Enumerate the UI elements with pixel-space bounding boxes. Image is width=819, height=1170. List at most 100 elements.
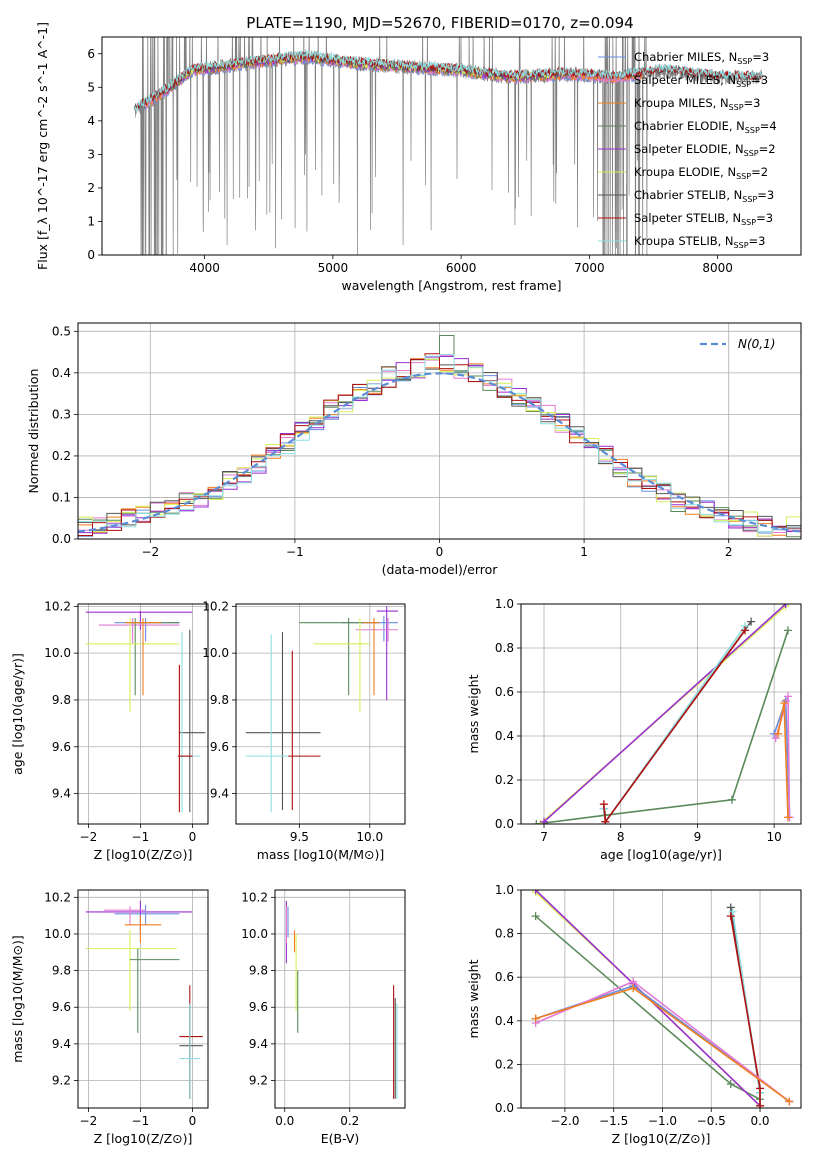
y-tick-label: 0.8 [495, 927, 514, 941]
x-tick-label: 8 [617, 830, 625, 844]
y-tick-label: 0.2 [52, 449, 71, 463]
y-tick-label: 9.8 [52, 693, 71, 707]
legend-entry-tail: =2 [751, 165, 768, 179]
y-tick-label: 9.4 [52, 1037, 71, 1051]
weight-point-marker [771, 734, 780, 743]
weight-point-marker [599, 800, 608, 809]
weight-vs-age-ylabel: mass weight [466, 674, 481, 753]
age-vs-Z-ylabel: age [log10(age/yr)] [10, 653, 25, 775]
legend-entry-tail: =4 [760, 119, 777, 133]
legend-entry-sub: SSP [742, 195, 757, 204]
weight-point-marker [532, 820, 541, 824]
spectrum-model-line [133, 50, 763, 110]
residuals-ylabel: Normed distribution [26, 369, 41, 494]
x-tick-label: 8000 [702, 261, 733, 275]
spectrum-plot-area [133, 37, 763, 255]
weight-vs-age-frame [520, 603, 802, 825]
y-tick-label: 9.2 [52, 1074, 71, 1088]
y-tick-label: 9.6 [249, 1000, 268, 1014]
legend-entry-tail: =3 [756, 211, 773, 225]
mass-vs-Z-plot-area [85, 900, 203, 1099]
x-tick-label: −2 [80, 1114, 98, 1128]
weight-point-marker [726, 1080, 735, 1089]
x-tick-label: −1 [286, 545, 304, 559]
spectrum-model-line [133, 49, 763, 113]
weight-point-marker [540, 817, 549, 824]
legend-entry-sub: SSP [744, 149, 759, 158]
weight-point-marker [601, 817, 610, 824]
legend-entry-sub: SSP [736, 172, 751, 181]
y-tick-label: 10.2 [44, 890, 71, 904]
weight-point-marker [780, 699, 789, 707]
x-tick-label: 0.0 [750, 1114, 769, 1128]
y-tick-label: 9.6 [210, 740, 229, 754]
spectrum-xlabel: wavelength [Angstrom, rest frame] [341, 278, 561, 293]
mass-vs-ebv-plot-area [285, 900, 398, 1099]
weight-vs-age-xlabel: age [log10(age/yr)] [600, 847, 722, 862]
legend-entry: Kroupa ELODIE, NSSP=2 [634, 165, 768, 181]
x-tick-label: 5000 [318, 261, 349, 275]
weight-point-marker [773, 729, 782, 738]
legend-entry: Salpeter STELIB, NSSP=3 [634, 211, 773, 227]
weight-point-marker [726, 903, 735, 912]
y-tick-label: 0.3 [52, 407, 71, 421]
y-tick-label: 4 [87, 114, 95, 128]
weight-series-line [536, 630, 789, 824]
x-tick-label: −1.0 [648, 1114, 677, 1128]
weight-point-marker [726, 912, 735, 921]
legend-entry-tail: =3 [757, 188, 774, 202]
weight-point-marker [728, 907, 737, 916]
residual-histogram-step [78, 353, 801, 536]
mass-vs-Z-ylabel: mass [log10(M/M⊙)] [10, 935, 25, 1063]
x-tick-label: −1 [132, 830, 150, 844]
weight-point-marker [531, 1014, 540, 1023]
legend-entry-label: Salpeter MILES, N [634, 73, 736, 87]
legend-entry-label: Kroupa STELIB, N [634, 234, 734, 248]
spectrum-panel: 4000 5000 6000 7000 8000 0 1 2 3 4 5 6 wavelength [A… [35, 22, 802, 293]
y-tick-label: 6 [87, 47, 95, 61]
age-vs-mass-frame [235, 603, 406, 825]
y-tick-label: 0.6 [495, 970, 514, 984]
y-tick-label: 0 [87, 248, 95, 262]
x-tick-label: 0 [189, 830, 197, 844]
weight-vs-Z-frame [520, 889, 802, 1109]
legend-entry-tail: =3 [752, 50, 769, 64]
weight-point-marker [531, 890, 540, 894]
x-tick-label: 2 [725, 545, 733, 559]
age-vs-mass-plot-area [245, 606, 398, 813]
weight-point-marker [783, 692, 792, 701]
y-tick-label: 0.4 [495, 729, 514, 743]
legend-entry: Chabrier ELODIE, NSSP=4 [634, 119, 777, 135]
residuals-xlabel: (data-model)/error [382, 562, 499, 577]
y-tick-label: 5 [87, 80, 95, 94]
weight-point-marker [629, 984, 638, 993]
y-tick-label: 0.2 [495, 773, 514, 787]
mass-vs-Z-frame [77, 889, 209, 1109]
y-tick-label: 0.4 [52, 366, 71, 380]
weight-point-marker [785, 1097, 794, 1106]
weight-vs-Z-panel: −2.0 −1.5 −1.0 −0.5 0.0 0.0 0.2 0.4 0.6 0.8 1.0 Z [… [466, 883, 802, 1146]
y-tick-label: 10.2 [241, 890, 268, 904]
residuals-panel: −2 −1 0 1 2 0.0 0.1 0.2 0.3 0.4 0.5 (data-model)/er… [26, 322, 802, 577]
legend-entry-label: Salpeter ELODIE, N [634, 142, 744, 156]
legend-entry: Chabrier MILES, NSSP=3 [634, 50, 769, 66]
weight-series-line [543, 604, 787, 823]
y-tick-label: 10.2 [44, 599, 71, 613]
mass-vs-ebv-panel: 0.0 0.2 9.2 9.4 9.6 9.8 10.0 10.2 E(B-V) [241, 889, 406, 1146]
y-tick-label: 10.0 [44, 646, 71, 660]
x-tick-label: −1.5 [599, 1114, 628, 1128]
legend-entry-label: Kroupa ELODIE, N [634, 165, 736, 179]
x-tick-label: 7000 [574, 261, 605, 275]
x-tick-label: 9 [694, 830, 702, 844]
normal-distribution-curve [78, 372, 801, 533]
weight-series-line [603, 625, 746, 824]
residual-histogram-step [78, 354, 801, 533]
y-tick-label: 10.0 [241, 927, 268, 941]
weight-point-marker [756, 1101, 765, 1108]
legend-entry-sub: SSP [737, 57, 752, 66]
x-tick-label: 1 [580, 545, 588, 559]
mass-vs-ebv-frame [274, 889, 406, 1109]
x-tick-label: 9.5 [290, 830, 309, 844]
y-tick-label: 0.0 [495, 1101, 514, 1115]
